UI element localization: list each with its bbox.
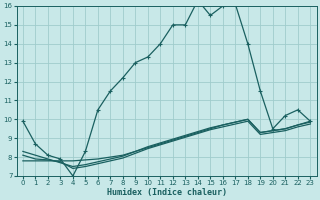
X-axis label: Humidex (Indice chaleur): Humidex (Indice chaleur) <box>107 188 227 197</box>
